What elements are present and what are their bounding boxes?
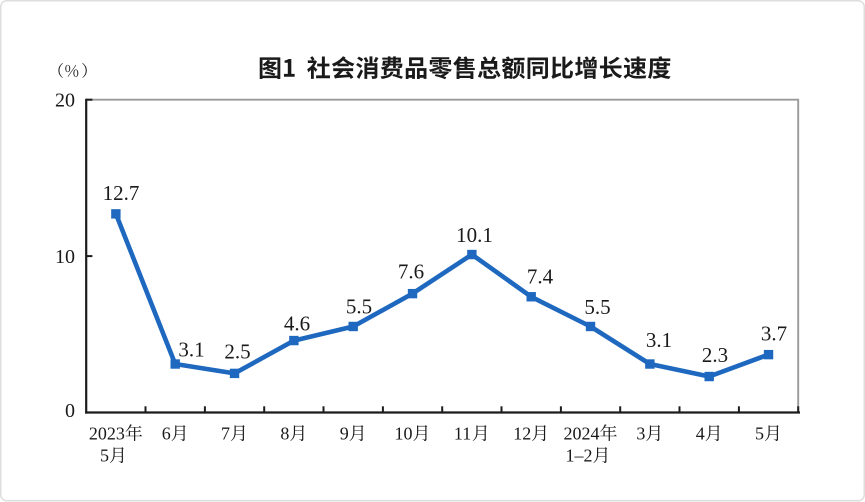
svg-text:2023: 2023: [89, 424, 125, 444]
svg-text:5.5: 5.5: [584, 295, 610, 319]
svg-text:11: 11: [454, 424, 471, 444]
svg-text:10: 10: [395, 424, 413, 444]
svg-text:1–2: 1–2: [566, 446, 593, 466]
svg-text:0: 0: [65, 400, 75, 422]
svg-text:7: 7: [221, 424, 230, 444]
svg-text:8: 8: [280, 424, 289, 444]
svg-text:20: 20: [55, 89, 75, 111]
svg-text:6: 6: [162, 424, 171, 444]
svg-text:4.6: 4.6: [284, 312, 310, 336]
svg-text:3.1: 3.1: [646, 328, 672, 352]
svg-text:10: 10: [55, 246, 75, 268]
svg-text:10.1: 10.1: [456, 223, 493, 247]
svg-text:5.5: 5.5: [346, 295, 372, 319]
svg-text:9: 9: [340, 424, 349, 444]
svg-text:5: 5: [755, 424, 764, 444]
svg-text:12.7: 12.7: [103, 181, 140, 205]
svg-text:3.7: 3.7: [761, 322, 787, 346]
svg-text:2.5: 2.5: [224, 340, 250, 364]
svg-text:2.3: 2.3: [702, 343, 728, 367]
svg-text:3.1: 3.1: [178, 338, 204, 362]
svg-text:7.4: 7.4: [527, 265, 554, 289]
svg-text:5: 5: [100, 446, 109, 466]
svg-text:4: 4: [696, 424, 705, 444]
svg-text:3: 3: [636, 424, 645, 444]
svg-text:7.6: 7.6: [398, 260, 424, 284]
svg-text:2024: 2024: [564, 424, 600, 444]
svg-text:12: 12: [513, 424, 531, 444]
